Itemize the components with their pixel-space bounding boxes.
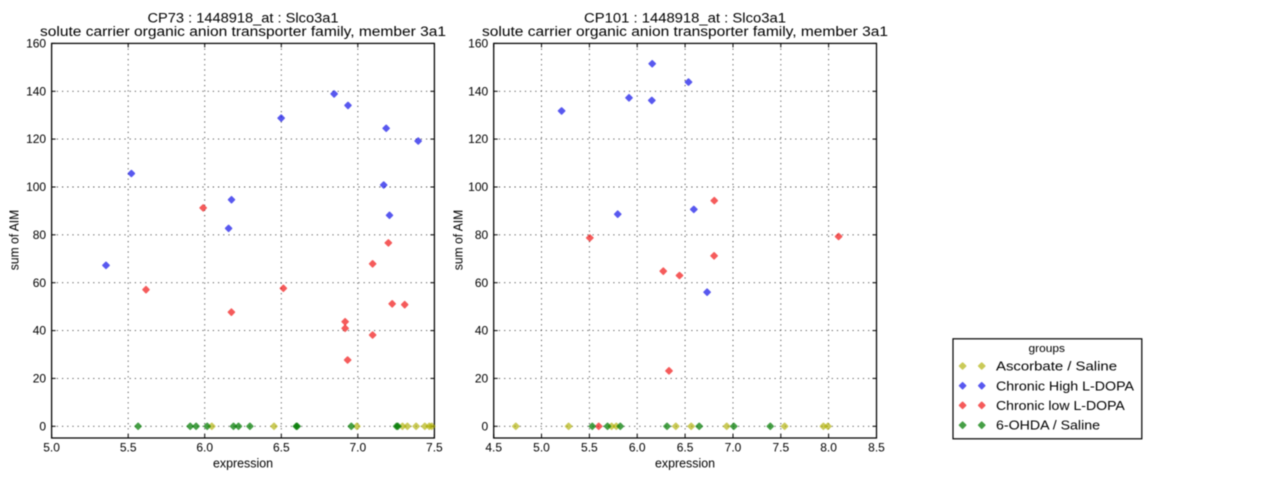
svg-text:8.0: 8.0 [820, 441, 837, 455]
svg-text:Ascorbate / Saline: Ascorbate / Saline [996, 360, 1117, 374]
svg-text:solute carrier organic anion t: solute carrier organic anion transporter… [40, 24, 446, 39]
svg-text:6-OHDA / Saline: 6-OHDA / Saline [996, 419, 1100, 433]
svg-text:0: 0 [482, 419, 489, 433]
svg-text:5.5: 5.5 [581, 441, 598, 455]
svg-text:0: 0 [39, 419, 46, 433]
svg-text:expression: expression [655, 457, 715, 471]
svg-text:5.0: 5.0 [533, 441, 550, 455]
svg-text:6.5: 6.5 [677, 441, 694, 455]
svg-text:160: 160 [26, 37, 46, 51]
svg-text:140: 140 [26, 84, 46, 98]
svg-text:120: 120 [468, 132, 488, 146]
svg-text:Chronic High L-DOPA: Chronic High L-DOPA [996, 379, 1135, 393]
svg-text:7.0: 7.0 [349, 441, 366, 455]
svg-text:100: 100 [468, 180, 488, 194]
svg-text:7.5: 7.5 [772, 441, 789, 455]
svg-text:Chronic low L-DOPA: Chronic low L-DOPA [996, 399, 1126, 413]
svg-text:80: 80 [475, 228, 489, 242]
svg-text:6.0: 6.0 [196, 441, 213, 455]
svg-text:7.5: 7.5 [426, 441, 443, 455]
svg-text:60: 60 [475, 276, 489, 290]
svg-text:4.5: 4.5 [485, 441, 502, 455]
svg-text:40: 40 [475, 324, 489, 338]
svg-text:sum of AIM: sum of AIM [452, 210, 466, 270]
svg-text:60: 60 [33, 276, 47, 290]
svg-text:5.5: 5.5 [120, 441, 137, 455]
svg-text:sum of AIM: sum of AIM [8, 210, 22, 270]
svg-text:expression: expression [213, 457, 273, 471]
svg-text:groups: groups [1029, 343, 1066, 355]
svg-text:6.5: 6.5 [273, 441, 290, 455]
svg-text:20: 20 [475, 372, 489, 386]
svg-text:140: 140 [468, 84, 488, 98]
svg-text:8.5: 8.5 [868, 441, 885, 455]
svg-text:100: 100 [26, 180, 46, 194]
svg-text:120: 120 [26, 132, 46, 146]
svg-text:CP73 : 1448918_at : Slco3a1: CP73 : 1448918_at : Slco3a1 [148, 11, 339, 26]
svg-text:20: 20 [33, 372, 47, 386]
svg-text:5.0: 5.0 [43, 441, 60, 455]
svg-text:CP101 : 1448918_at : Slco3a1: CP101 : 1448918_at : Slco3a1 [584, 11, 786, 26]
svg-text:7.0: 7.0 [725, 441, 742, 455]
svg-text:6.0: 6.0 [629, 441, 646, 455]
svg-text:40: 40 [33, 324, 47, 338]
svg-text:160: 160 [468, 37, 488, 51]
svg-text:solute carrier organic anion t: solute carrier organic anion transporter… [482, 24, 888, 39]
svg-text:80: 80 [33, 228, 47, 242]
